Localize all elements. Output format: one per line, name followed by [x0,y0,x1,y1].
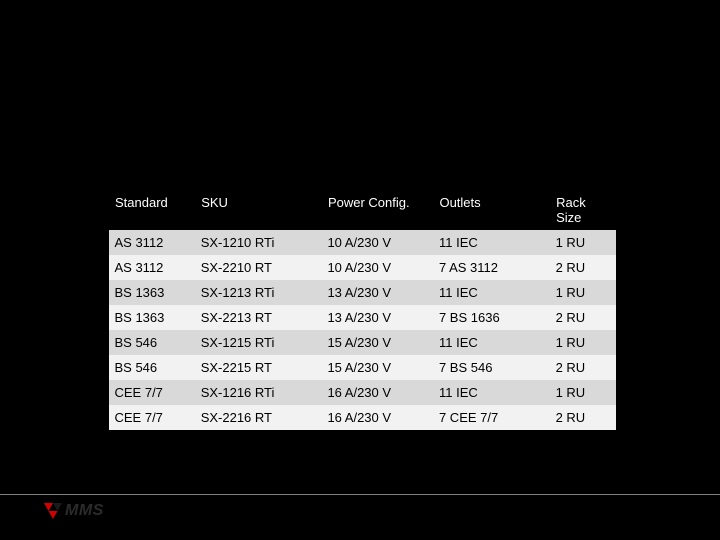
table-header: Standard SKU Power Config. Outlets Rack … [109,191,616,230]
table-cell: SX-2215 RT [195,355,322,380]
table-cell: 2 RU [550,355,616,380]
table-cell: BS 1363 [109,305,195,330]
logo: MMS [44,502,104,520]
table-row: BS 546SX-2215 RT15 A/230 V7 BS 5462 RU [109,355,616,380]
table-cell: 13 A/230 V [321,280,433,305]
table-cell: SX-1216 RTi [195,380,322,405]
spec-table: Standard SKU Power Config. Outlets Rack … [108,190,616,430]
table-cell: 10 A/230 V [321,230,433,256]
table-cell: 11 IEC [433,330,550,355]
table-cell: 1 RU [550,380,616,405]
col-header-rack: Rack Size [550,191,616,230]
slide: Standard SKU Power Config. Outlets Rack … [0,0,720,540]
table-row: CEE 7/7SX-2216 RT16 A/230 V7 CEE 7/72 RU [109,405,616,430]
table-cell: SX-1213 RTi [195,280,322,305]
table-cell: 16 A/230 V [321,405,433,430]
table-cell: 7 BS 1636 [433,305,550,330]
table-row: BS 1363SX-1213 RTi13 A/230 V11 IEC1 RU [109,280,616,305]
table-cell: 1 RU [550,280,616,305]
table-row: BS 1363SX-2213 RT13 A/230 V7 BS 16362 RU [109,305,616,330]
logo-mark-icon [44,503,62,519]
col-header-standard: Standard [109,191,195,230]
col-header-outlets: Outlets [433,191,550,230]
table-cell: 10 A/230 V [321,255,433,280]
table-cell: CEE 7/7 [109,405,195,430]
table-cell: BS 1363 [109,280,195,305]
table-cell: SX-1215 RTi [195,330,322,355]
col-header-power: Power Config. [321,191,433,230]
table-cell: AS 3112 [109,255,195,280]
table-body: AS 3112SX-1210 RTi10 A/230 V11 IEC1 RUAS… [109,230,616,431]
table-cell: BS 546 [109,355,195,380]
table-row: AS 3112SX-1210 RTi10 A/230 V11 IEC1 RU [109,230,616,256]
table-cell: 2 RU [550,255,616,280]
table-cell: CEE 7/7 [109,380,195,405]
table-cell: 11 IEC [433,230,550,256]
col-header-sku: SKU [195,191,322,230]
table-cell: 1 RU [550,330,616,355]
table-cell: 15 A/230 V [321,330,433,355]
table-cell: BS 546 [109,330,195,355]
table-cell: 7 AS 3112 [433,255,550,280]
table-cell: 16 A/230 V [321,380,433,405]
table-cell: SX-2216 RT [195,405,322,430]
table-cell: AS 3112 [109,230,195,256]
table-cell: 15 A/230 V [321,355,433,380]
table-row: CEE 7/7SX-1216 RTi16 A/230 V11 IEC1 RU [109,380,616,405]
table-cell: 7 CEE 7/7 [433,405,550,430]
logo-text: MMS [65,502,104,520]
table-row: AS 3112SX-2210 RT10 A/230 V7 AS 31122 RU [109,255,616,280]
table-cell: 2 RU [550,305,616,330]
table-cell: 7 BS 546 [433,355,550,380]
table-cell: 2 RU [550,405,616,430]
table-cell: 11 IEC [433,380,550,405]
table-cell: SX-2210 RT [195,255,322,280]
table-cell: 1 RU [550,230,616,256]
table-container: Standard SKU Power Config. Outlets Rack … [108,190,616,430]
table-cell: 13 A/230 V [321,305,433,330]
footer-divider [0,494,720,495]
table-cell: SX-1210 RTi [195,230,322,256]
table-row: BS 546SX-1215 RTi15 A/230 V11 IEC1 RU [109,330,616,355]
table-cell: SX-2213 RT [195,305,322,330]
table-cell: 11 IEC [433,280,550,305]
